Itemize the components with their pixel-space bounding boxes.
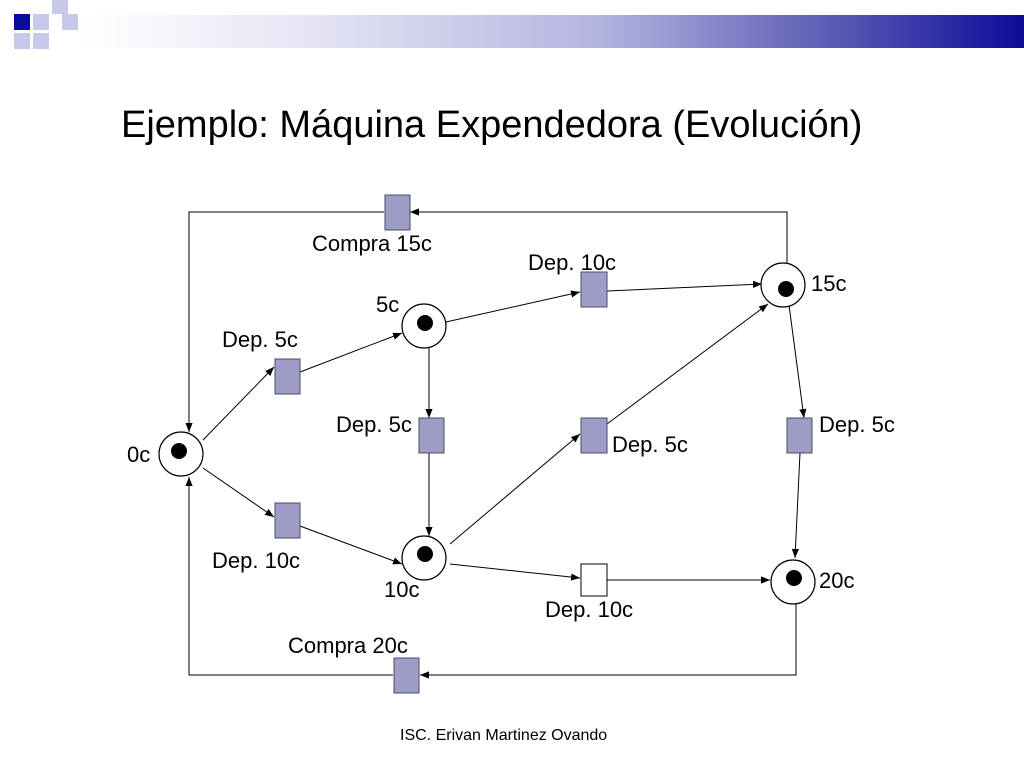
deco-square bbox=[14, 33, 30, 49]
transition-dep-10c-0-to-10: Dep. 10c bbox=[212, 502, 301, 573]
transition-label: Dep. 10c bbox=[212, 548, 300, 573]
arc bbox=[185, 477, 393, 676]
transition-label: Compra 20c bbox=[288, 633, 408, 658]
token bbox=[417, 546, 433, 562]
transition-label: Dep. 5c bbox=[222, 327, 298, 352]
arc bbox=[791, 452, 801, 559]
arc bbox=[420, 603, 797, 679]
arc bbox=[449, 433, 581, 545]
transition-label: Dep. 5c bbox=[336, 412, 412, 437]
place-0c: 0c bbox=[127, 431, 204, 477]
header-decoration bbox=[0, 0, 1024, 49]
transition-dep-5c-15-to-20: Dep. 5c bbox=[786, 412, 895, 454]
arc bbox=[449, 563, 581, 581]
place-10c: 10c bbox=[384, 535, 447, 602]
transition-dep-5c-10-to-15: Dep. 5c bbox=[580, 417, 688, 457]
arc bbox=[410, 208, 788, 263]
place-label: 5c bbox=[376, 292, 399, 317]
arc bbox=[445, 290, 581, 323]
transition-dep-10c-10-to-20: Dep. 10c bbox=[545, 563, 633, 622]
slide-title: Ejemplo: Máquina Expendedora (Evolución) bbox=[121, 104, 863, 146]
transition-compra-15c: Compra 15c bbox=[312, 194, 432, 256]
transition-label: Dep. 5c bbox=[819, 412, 895, 437]
arc bbox=[202, 467, 275, 518]
deco-square bbox=[62, 14, 78, 30]
place-5c: 5c bbox=[376, 292, 447, 349]
header-gradient-bar bbox=[78, 15, 1024, 48]
arcs bbox=[185, 208, 807, 679]
transition-label: Dep. 10c bbox=[528, 250, 616, 275]
transition-box bbox=[418, 417, 445, 454]
transition-box bbox=[580, 417, 608, 454]
transition-box bbox=[274, 502, 301, 539]
place-20c: 20c bbox=[770, 559, 854, 605]
transition-box bbox=[580, 563, 608, 597]
arc bbox=[299, 332, 403, 373]
transition-compra-20c: Compra 20c bbox=[288, 633, 420, 694]
token bbox=[171, 443, 187, 459]
arc bbox=[185, 211, 384, 432]
transition-label: Dep. 10c bbox=[545, 597, 633, 622]
transition-box bbox=[274, 358, 301, 395]
transition-dep-10c-5-to-15: Dep. 10c bbox=[528, 250, 616, 308]
transition-box bbox=[580, 271, 608, 308]
transition-dep-5c-0-to-5: Dep. 5c bbox=[222, 327, 301, 395]
token bbox=[786, 570, 802, 586]
transition-label: Dep. 5c bbox=[612, 432, 688, 457]
place-label: 20c bbox=[819, 568, 854, 593]
token bbox=[778, 281, 794, 297]
deco-square bbox=[33, 33, 49, 49]
place-label: 15c bbox=[811, 271, 846, 296]
transition-box bbox=[786, 417, 813, 454]
transition-label: Compra 15c bbox=[312, 231, 432, 256]
transition-dep-5c-5-to-10: Dep. 5c bbox=[336, 412, 445, 454]
deco-square bbox=[14, 14, 30, 30]
transition-box bbox=[393, 657, 420, 694]
arc bbox=[299, 525, 403, 565]
arc bbox=[606, 280, 763, 292]
arc bbox=[606, 303, 769, 425]
place-label: 10c bbox=[384, 577, 419, 602]
place-label: 0c bbox=[127, 442, 150, 467]
deco-square bbox=[52, 0, 68, 14]
deco-square bbox=[33, 14, 49, 30]
arc bbox=[788, 304, 807, 419]
place-15c: 15c bbox=[760, 262, 846, 308]
transition-box bbox=[384, 194, 411, 231]
token bbox=[417, 315, 433, 331]
arc bbox=[202, 366, 275, 441]
footer-author: ISC. Erivan Martinez Ovando bbox=[400, 727, 608, 744]
